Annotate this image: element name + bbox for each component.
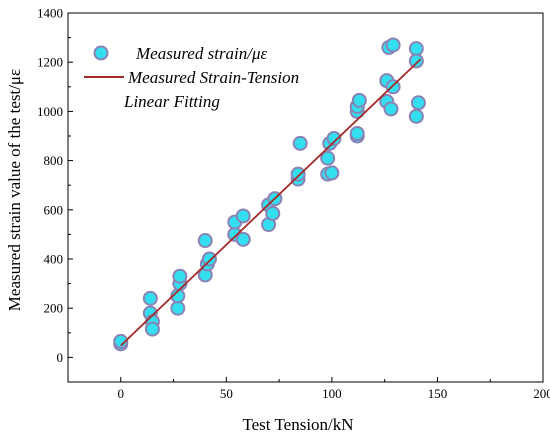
data-point (172, 268, 188, 284)
x-tick-label: 100 (322, 386, 342, 401)
data-point (383, 101, 399, 117)
y-tick-label: 400 (44, 252, 64, 267)
x-tick-label: 200 (533, 386, 550, 401)
y-tick-label: 0 (57, 350, 64, 365)
fit-line-layer (120, 58, 422, 347)
data-point (349, 126, 365, 142)
data-point (201, 251, 217, 267)
data-point (410, 95, 426, 111)
data-point (385, 37, 401, 53)
y-tick-label: 600 (44, 202, 64, 217)
data-point (265, 205, 281, 221)
data-point (197, 233, 213, 249)
x-axis: 0 50 100 150 200 (67, 377, 550, 401)
x-axis-title: Test Tension/kN (242, 415, 353, 434)
data-point (408, 108, 424, 124)
data-point (326, 130, 342, 146)
x-tick-label: 50 (220, 386, 233, 401)
legend-fit-label-line1: Measured Strain-Tension (127, 68, 299, 87)
x-tick-label: 0 (118, 386, 125, 401)
data-point (324, 165, 340, 181)
linear-fit-line (120, 58, 422, 347)
data-point (144, 321, 160, 337)
legend-scatter-marker (93, 45, 109, 61)
data-point (320, 150, 336, 166)
data-point (170, 300, 186, 316)
y-tick-label: 1000 (37, 104, 63, 119)
plot-border (67, 12, 544, 383)
data-point (408, 53, 424, 69)
plot-frame (67, 12, 544, 383)
y-axis: 0 200 400 600 800 1000 1200 1400 (37, 6, 73, 383)
data-point (351, 92, 367, 108)
x-tick-label: 150 (428, 386, 448, 401)
data-point (113, 333, 129, 349)
data-point (235, 208, 251, 224)
data-point (235, 231, 251, 247)
legend: Measured strain/με Measured Strain-Tensi… (84, 44, 299, 111)
data-point (292, 135, 308, 151)
y-tick-label: 1200 (37, 55, 63, 70)
data-point (408, 41, 424, 57)
y-tick-label: 200 (44, 301, 64, 316)
y-tick-label: 1400 (37, 6, 63, 21)
data-point (142, 290, 158, 306)
y-tick-label: 800 (44, 153, 64, 168)
legend-fit-label-line2: Linear Fitting (123, 92, 220, 111)
legend-scatter-label: Measured strain/με (135, 44, 268, 63)
data-point (290, 166, 306, 182)
y-axis-title: Measured strain value of the test/με (5, 69, 24, 311)
